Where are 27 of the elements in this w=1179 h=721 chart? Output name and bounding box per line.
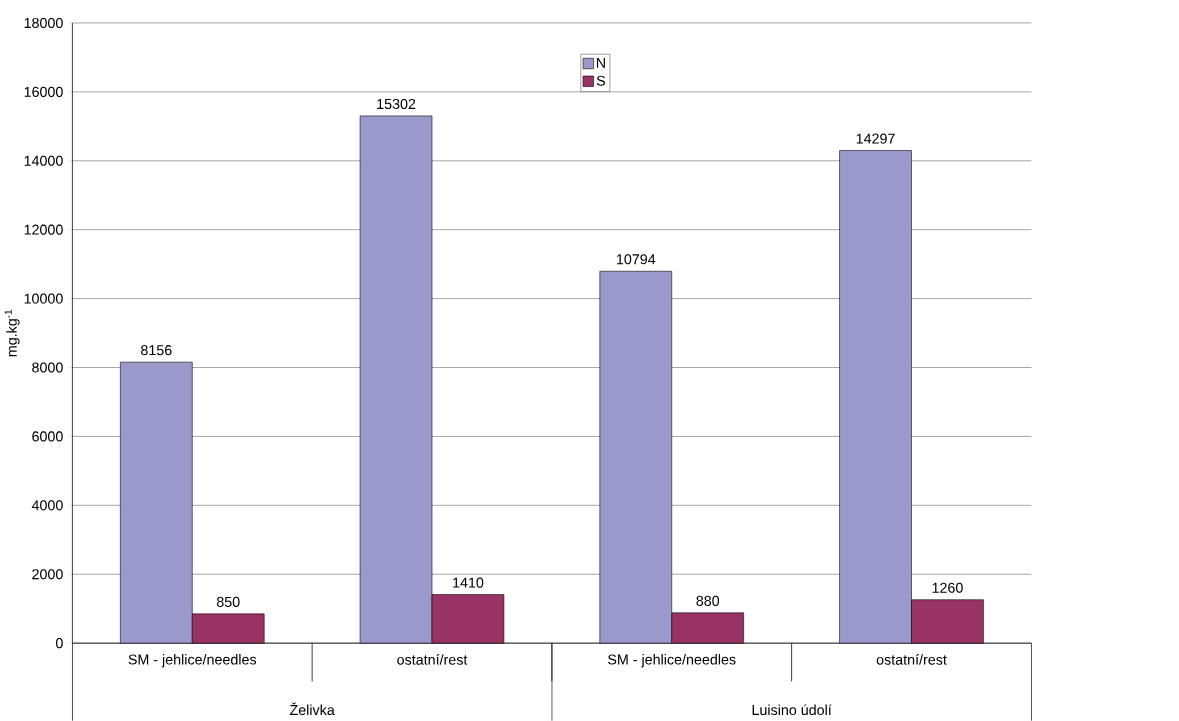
- y-tick-label: 8000: [32, 362, 63, 373]
- y-axis-title: mg.kg$^{-1}$: [4, 309, 20, 357]
- x-tick-label: SM - jehlice/needles: [608, 654, 736, 668]
- data-label: 1260: [932, 582, 963, 593]
- data-label: 8156: [141, 345, 172, 356]
- x-tick-label: ostatní/rest: [397, 654, 468, 665]
- y-tick-label: 6000: [32, 431, 63, 442]
- legend-label: N: [596, 57, 605, 68]
- y-tick-label: 16000: [24, 86, 63, 97]
- y-tick-label: 12000: [24, 224, 63, 235]
- data-label: 850: [216, 596, 240, 607]
- y-tick-label: 4000: [31, 500, 63, 511]
- y-tick-label: 18000: [24, 17, 63, 28]
- y-tick-label: 2000: [32, 569, 63, 580]
- y-tick-label: 14000: [24, 155, 63, 166]
- data-label: 880: [696, 595, 720, 606]
- data-label: 14297: [856, 133, 895, 144]
- data-label: 1410: [453, 577, 484, 588]
- y-tick-label: 0: [55, 638, 63, 649]
- y-tick-label: 10000: [24, 293, 63, 304]
- x-tick-label: SM - jehlice/needles: [128, 654, 257, 668]
- data-label: 10794: [617, 254, 656, 265]
- text: Želivka: [289, 702, 335, 716]
- x-tick-label: ostatní/rest: [876, 654, 947, 665]
- data-label: 15302: [377, 98, 416, 109]
- legend-label: S: [596, 75, 606, 86]
- text: Luisino údolí: [752, 704, 832, 716]
